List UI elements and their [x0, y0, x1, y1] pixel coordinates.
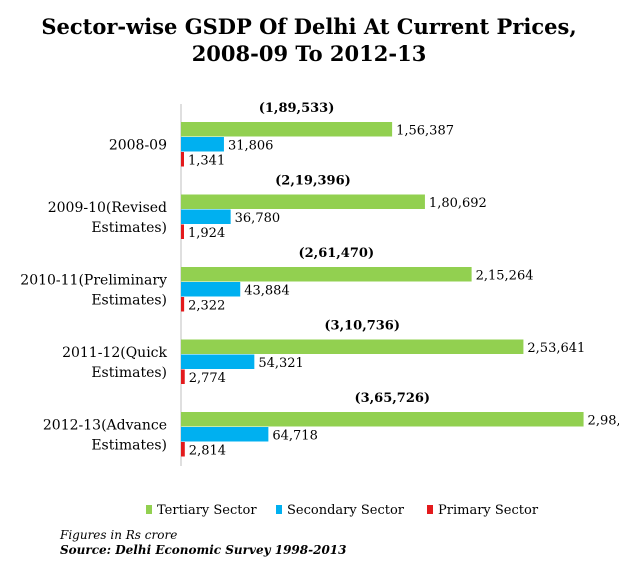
value-label: 1,80,692 [429, 196, 487, 211]
bar-primary-sector [181, 297, 185, 312]
value-label: 64,718 [272, 429, 318, 444]
bar-tertiary-sector [181, 267, 472, 282]
value-label: 1,56,387 [396, 124, 454, 139]
title-line-2: 2008-09 To 2012-13 [192, 41, 427, 66]
legend-swatch [276, 505, 282, 514]
value-label: 43,884 [244, 284, 290, 299]
total-label: (1,89,533) [259, 101, 335, 116]
units-note: Figures in Rs crore [59, 528, 177, 542]
category-label: Estimates) [91, 292, 167, 308]
legend-label: Primary Sector [438, 503, 539, 518]
value-label: 2,53,641 [527, 341, 585, 356]
total-label: (2,19,396) [275, 174, 351, 189]
value-label: 54,321 [258, 356, 304, 371]
total-label: (3,65,726) [354, 391, 430, 406]
value-label: 2,814 [189, 444, 226, 459]
bar-secondary-sector [181, 282, 241, 297]
bar-primary-sector [181, 224, 184, 239]
bar-tertiary-sector [181, 194, 425, 209]
legend-label: Tertiary Sector [157, 503, 257, 518]
bar-primary-sector [181, 442, 185, 457]
category-label: Estimates) [91, 437, 167, 453]
legend: Tertiary Sector Secondary Sector Primary S… [146, 503, 539, 518]
bar-secondary-sector [181, 354, 255, 369]
category-label: 2008-09 [109, 137, 167, 153]
category-label: Estimates) [91, 220, 167, 236]
bar-primary-sector [181, 152, 184, 167]
legend-swatch [146, 505, 152, 514]
category-label: 2009-10(Revised [48, 200, 167, 216]
value-label: 31,806 [228, 139, 274, 154]
category-label: 2012-13(Advance [43, 417, 167, 433]
legend-label: Secondary Sector [287, 503, 405, 518]
bar-tertiary-sector [181, 412, 584, 427]
bar-tertiary-sector [181, 339, 524, 354]
value-label: 2,322 [188, 299, 225, 314]
total-label: (2,61,470) [298, 246, 374, 261]
bar-secondary-sector [181, 427, 269, 442]
category-label: 2011-12(Quick [62, 345, 167, 361]
category-labels: 2008-09 2009-10(Revised Estimates) 2010-11(… [20, 137, 167, 453]
bar-tertiary-sector [181, 122, 393, 137]
value-label: 2,774 [189, 371, 226, 386]
value-label: 36,780 [235, 211, 281, 226]
legend-swatch [427, 505, 433, 514]
title-line-1: Sector-wise GSDP Of Delhi At Current Pri… [41, 14, 576, 39]
bar-secondary-sector [181, 137, 224, 152]
bar-secondary-sector [181, 209, 231, 224]
category-label: 2010-11(Preliminary [20, 272, 167, 288]
bar-primary-sector [181, 369, 185, 384]
value-label: 1,341 [188, 154, 225, 169]
chart-title: Sector-wise GSDP Of Delhi At Current Pri… [41, 14, 576, 66]
value-label: 2,15,264 [476, 269, 534, 284]
category-label: Estimates) [91, 365, 167, 381]
total-label: (3,10,736) [324, 319, 400, 334]
value-label: 2,98,194 [588, 414, 619, 429]
value-label: 1,924 [188, 226, 225, 241]
source-note: Source: Delhi Economic Survey 1998-2013 [60, 543, 347, 557]
